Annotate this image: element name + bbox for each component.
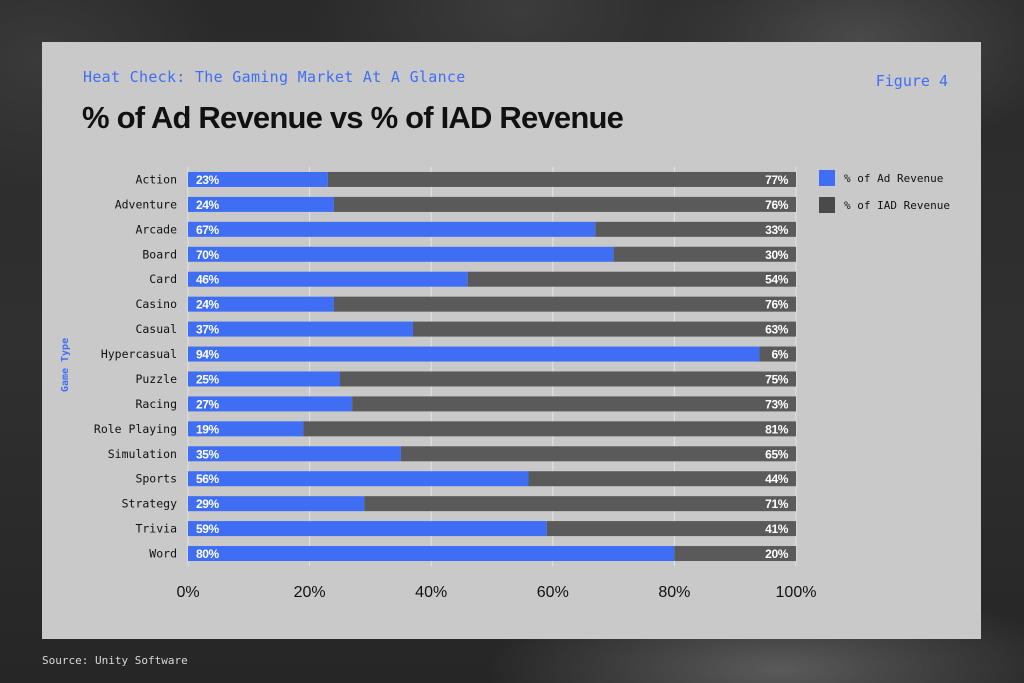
category-label: Card <box>149 272 177 286</box>
bar-iad-revenue[interactable] <box>759 346 796 362</box>
bar-ad-revenue[interactable] <box>188 321 413 337</box>
category-label: Action <box>135 172 177 186</box>
category-label: Casino <box>135 297 177 311</box>
bar-iad-revenue[interactable] <box>467 271 796 287</box>
category-label: Role Playing <box>94 422 177 436</box>
bar-iad-revenue[interactable] <box>674 546 796 562</box>
category-label: Sports <box>135 472 177 486</box>
category-label: Casual <box>135 322 177 336</box>
category-label: Hypercasual <box>101 347 177 361</box>
data-label-iad: 20% <box>765 547 789 561</box>
source-note: Source: Unity Software <box>42 654 188 667</box>
bar-iad-revenue[interactable] <box>303 421 796 437</box>
bar-ad-revenue[interactable] <box>188 371 340 387</box>
data-label-ad: 23% <box>196 173 220 187</box>
bar-iad-revenue[interactable] <box>546 521 796 537</box>
data-label-ad: 25% <box>196 372 220 386</box>
bar-ad-revenue[interactable] <box>188 471 529 487</box>
bar-iad-revenue[interactable] <box>613 246 796 262</box>
x-tick-label: 80% <box>658 584 690 601</box>
bar-ad-revenue[interactable] <box>188 171 328 187</box>
x-tick-label: 0% <box>176 584 199 601</box>
bar-iad-revenue[interactable] <box>595 221 796 237</box>
data-label-iad: 76% <box>765 198 789 212</box>
bar-iad-revenue[interactable] <box>340 371 796 387</box>
bar-ad-revenue[interactable] <box>188 521 547 537</box>
data-label-ad: 24% <box>196 298 220 312</box>
category-label: Word <box>149 547 177 561</box>
data-label-ad: 56% <box>196 472 220 486</box>
bar-ad-revenue[interactable] <box>188 446 401 462</box>
chart-title: % of Ad Revenue vs % of IAD Revenue <box>82 100 624 135</box>
bar-ad-revenue[interactable] <box>188 196 334 212</box>
data-label-ad: 94% <box>196 348 220 362</box>
legend-label: % of IAD Revenue <box>844 199 950 212</box>
category-label: Arcade <box>135 222 177 236</box>
bar-iad-revenue[interactable] <box>352 396 796 412</box>
data-label-ad: 29% <box>196 497 220 511</box>
data-label-ad: 59% <box>196 522 220 536</box>
data-label-iad: 75% <box>765 372 789 386</box>
data-label-ad: 80% <box>196 547 220 561</box>
x-tick-label: 40% <box>415 584 447 601</box>
y-axis-label: Game Type <box>60 338 71 392</box>
x-tick-label: 20% <box>294 584 326 601</box>
category-label: Trivia <box>135 522 177 536</box>
data-label-iad: 76% <box>765 298 789 312</box>
data-label-iad: 33% <box>765 223 789 237</box>
bar-iad-revenue[interactable] <box>327 171 796 187</box>
category-label: Racing <box>135 397 177 411</box>
data-label-ad: 37% <box>196 323 220 337</box>
category-label: Strategy <box>122 497 177 511</box>
x-tick-label: 100% <box>776 584 817 601</box>
data-label-iad: 44% <box>765 472 789 486</box>
report-kicker: Heat Check: The Gaming Market At A Glanc… <box>83 68 466 86</box>
data-label-iad: 54% <box>765 273 789 287</box>
figure-label: Figure 4 <box>875 72 948 90</box>
bar-iad-revenue[interactable] <box>333 296 796 312</box>
category-label: Adventure <box>115 197 177 211</box>
x-tick-label: 60% <box>537 584 569 601</box>
data-label-iad: 6% <box>771 348 788 362</box>
data-label-ad: 24% <box>196 198 220 212</box>
legend-swatch-ad <box>819 170 835 186</box>
legend-label: % of Ad Revenue <box>844 172 943 185</box>
bar-iad-revenue[interactable] <box>400 446 796 462</box>
bar-ad-revenue[interactable] <box>188 546 675 562</box>
bar-iad-revenue[interactable] <box>412 321 796 337</box>
bar-ad-revenue[interactable] <box>188 296 334 312</box>
data-label-iad: 71% <box>765 497 789 511</box>
data-label-ad: 35% <box>196 447 220 461</box>
bar-ad-revenue[interactable] <box>188 346 760 362</box>
legend-swatch-iad <box>819 197 835 213</box>
data-label-ad: 19% <box>196 422 220 436</box>
category-label: Puzzle <box>135 372 177 386</box>
data-label-iad: 65% <box>765 447 789 461</box>
data-label-iad: 63% <box>765 323 789 337</box>
bar-ad-revenue[interactable] <box>188 246 614 262</box>
bar-ad-revenue[interactable] <box>188 496 365 512</box>
data-label-iad: 77% <box>765 173 789 187</box>
bar-ad-revenue[interactable] <box>188 271 468 287</box>
data-label-ad: 46% <box>196 273 220 287</box>
bar-ad-revenue[interactable] <box>188 221 596 237</box>
data-label-ad: 67% <box>196 223 220 237</box>
data-label-ad: 70% <box>196 248 220 262</box>
data-label-iad: 73% <box>765 397 789 411</box>
data-label-iad: 81% <box>765 422 789 436</box>
bar-iad-revenue[interactable] <box>528 471 796 487</box>
bar-ad-revenue[interactable] <box>188 396 353 412</box>
bar-iad-revenue[interactable] <box>333 196 796 212</box>
category-label: Simulation <box>108 447 177 461</box>
data-label-iad: 41% <box>765 522 789 536</box>
bar-ad-revenue[interactable] <box>188 421 304 437</box>
chart-panel: Heat Check: The Gaming Market At A Glanc… <box>42 42 981 639</box>
data-label-ad: 27% <box>196 397 220 411</box>
data-label-iad: 30% <box>765 248 789 262</box>
bar-iad-revenue[interactable] <box>364 496 796 512</box>
category-label: Board <box>142 247 177 261</box>
